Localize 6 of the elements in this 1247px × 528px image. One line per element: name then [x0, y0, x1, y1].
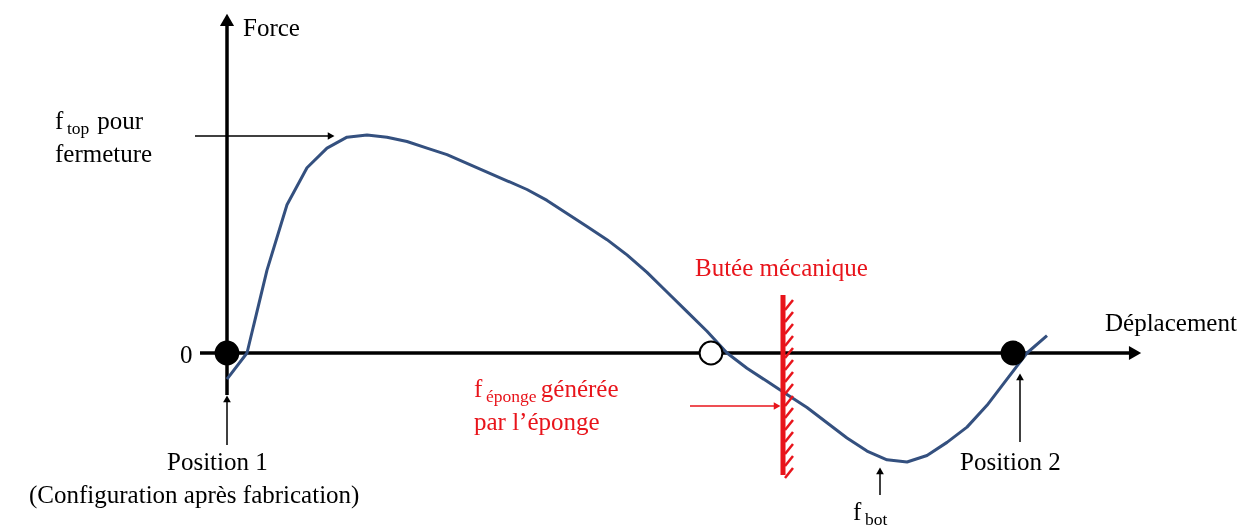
annotation: Position 2 [960, 448, 1061, 475]
x-axis-title: Déplacement [1105, 309, 1237, 336]
text: 0 [180, 341, 193, 368]
annotation: Butée mécanique [695, 254, 868, 281]
y-axis-title: Force [243, 14, 300, 41]
annotation: Position 1 (Configuration après fabrication) [29, 448, 360, 509]
